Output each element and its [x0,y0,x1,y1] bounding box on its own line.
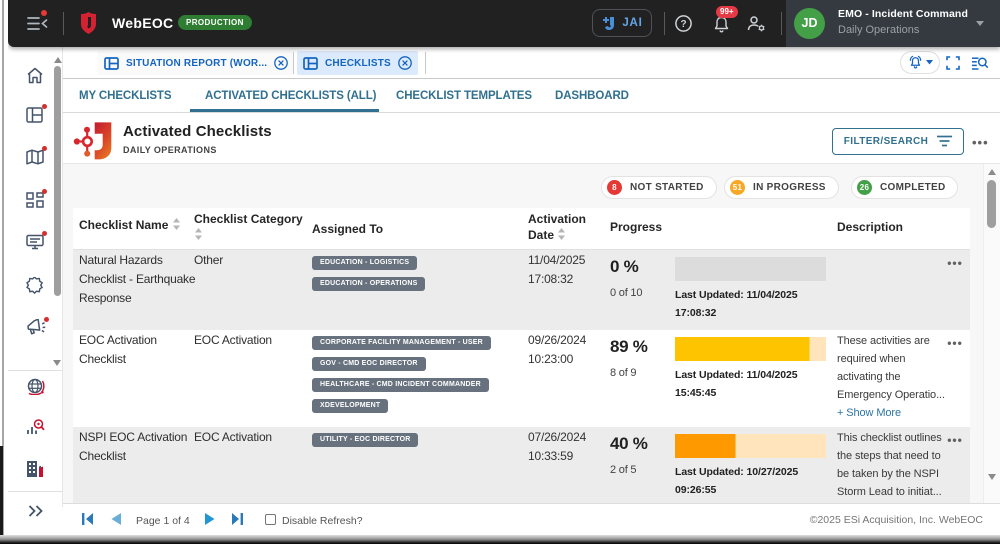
svg-text:?: ? [680,19,686,30]
